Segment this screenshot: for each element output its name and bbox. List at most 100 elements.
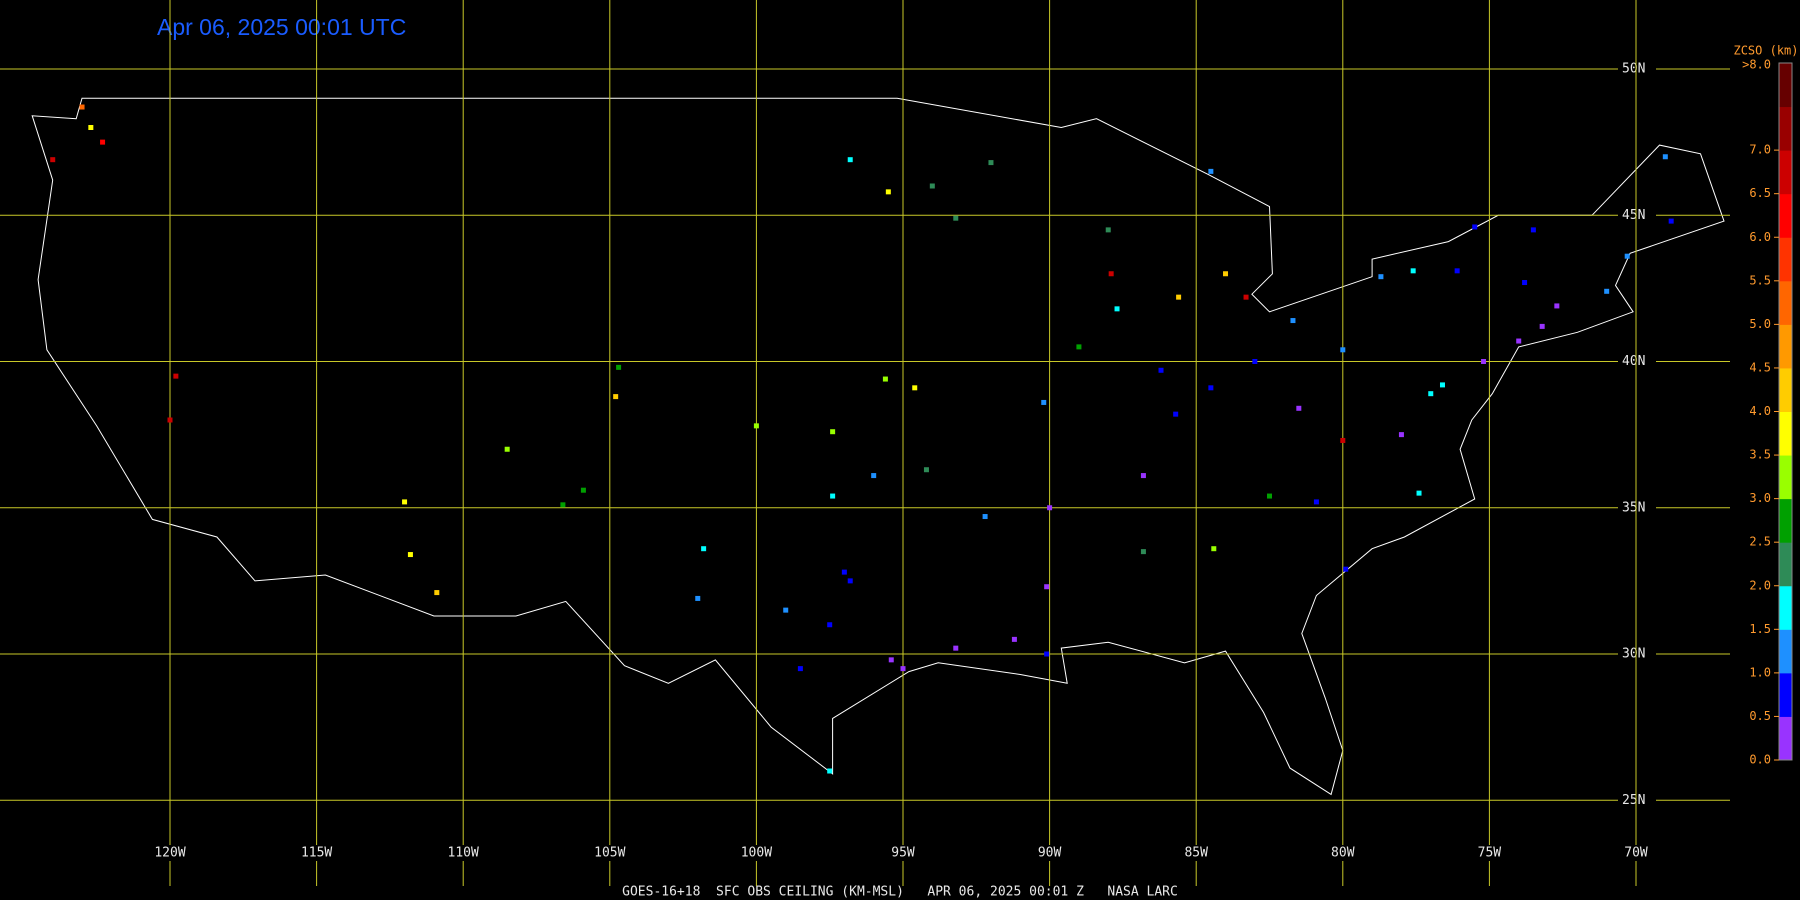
station: [1108, 271, 1114, 277]
coastline: [31, 97, 1725, 796]
lon-label-bg: [1465, 845, 1514, 861]
lon-label-bg: [292, 845, 341, 861]
station: [1340, 347, 1346, 353]
colorbar-label: 6.0: [1749, 230, 1771, 244]
station: [1378, 274, 1384, 280]
colorbar-top-label: >8.0: [1742, 58, 1771, 72]
lon-label: 95W: [891, 846, 915, 861]
station: [753, 423, 759, 429]
colorbar-segment: [1779, 672, 1792, 717]
station: [1604, 288, 1610, 294]
station: [1428, 391, 1434, 397]
station: [827, 622, 833, 628]
station: [1416, 490, 1422, 496]
station: [953, 215, 959, 221]
lon-label: 75W: [1478, 846, 1502, 861]
station: [1243, 294, 1249, 300]
colorbar-label: 2.0: [1749, 578, 1771, 592]
station: [1208, 168, 1214, 174]
station: [1290, 318, 1296, 324]
colorbar-segment: [1779, 629, 1792, 674]
lat-label-bg: [1618, 499, 1656, 516]
colorbar-label: 5.5: [1749, 273, 1771, 287]
colorbar-label: 2.5: [1749, 535, 1771, 549]
station: [885, 189, 891, 195]
station: [613, 394, 619, 400]
lon-label: 80W: [1331, 846, 1355, 861]
lat-label: 40N: [1622, 354, 1645, 369]
station: [50, 157, 56, 163]
lat-label-bg: [1618, 646, 1656, 662]
lon-label-bg: [1318, 845, 1367, 861]
colorbar-segment: [1779, 63, 1792, 108]
colorbar-label: 3.0: [1749, 491, 1771, 505]
station: [560, 502, 566, 508]
station: [929, 183, 935, 189]
station: [1140, 549, 1146, 555]
colorbar-label: 0.5: [1749, 709, 1771, 723]
station: [402, 499, 408, 505]
colorbar-label: 4.0: [1749, 404, 1771, 418]
station: [1208, 385, 1214, 391]
lat-label-bg: [1618, 353, 1656, 370]
station: [847, 157, 853, 163]
lat-label: 45N: [1622, 208, 1645, 223]
lon-label: 105W: [594, 846, 625, 861]
station: [1516, 338, 1522, 344]
station: [1267, 493, 1272, 499]
colorbar-segment: [1779, 150, 1792, 195]
lat-label-bg: [1618, 61, 1656, 77]
station: [1624, 253, 1630, 259]
colorbar-segment: [1779, 411, 1792, 456]
station: [1313, 499, 1319, 505]
station: [1252, 359, 1258, 364]
lat-label: 35N: [1622, 500, 1645, 515]
lon-label-bg: [1025, 845, 1074, 861]
lon-label-bg: [1612, 845, 1660, 861]
lon-label: 90W: [1038, 846, 1062, 861]
station: [1176, 294, 1182, 300]
colorbar-segment: [1779, 237, 1792, 282]
lat-label: 25N: [1622, 793, 1645, 808]
station: [783, 607, 789, 613]
lon-label-bg: [146, 845, 194, 861]
station: [407, 552, 413, 558]
station: [88, 125, 94, 130]
colorbar-label: 5.0: [1749, 317, 1771, 331]
station: [1140, 473, 1146, 479]
station: [1047, 505, 1053, 511]
station: [695, 595, 701, 601]
station: [1223, 271, 1229, 277]
station: [1211, 546, 1217, 552]
colorbar-label: 6.5: [1749, 186, 1771, 200]
station: [580, 487, 586, 493]
colorbar-segment: [1779, 542, 1792, 587]
station: [827, 768, 833, 774]
station: [1044, 651, 1050, 657]
station: [434, 590, 440, 596]
station: [830, 429, 836, 435]
station: [982, 514, 988, 520]
lon-label: 120W: [154, 846, 185, 861]
station: [1158, 367, 1164, 373]
station: [1522, 280, 1528, 286]
station: [900, 666, 906, 672]
colorbar-label: 3.5: [1749, 448, 1771, 462]
station: [1481, 359, 1487, 364]
station: [988, 160, 994, 166]
station: [882, 376, 888, 382]
station: [923, 467, 929, 473]
station: [1539, 323, 1545, 329]
station: [1044, 584, 1050, 590]
lon-label: 110W: [448, 846, 479, 861]
colorbar-title: ZCSO (km): [1733, 44, 1798, 58]
lat-label: 50N: [1622, 62, 1645, 77]
station: [167, 417, 173, 423]
station: [1173, 411, 1179, 417]
station: [1105, 227, 1111, 233]
station: [1076, 344, 1082, 350]
colorbar-label: 0.0: [1749, 753, 1771, 767]
station: [701, 546, 707, 552]
station: [912, 385, 918, 391]
station: [1439, 382, 1445, 388]
